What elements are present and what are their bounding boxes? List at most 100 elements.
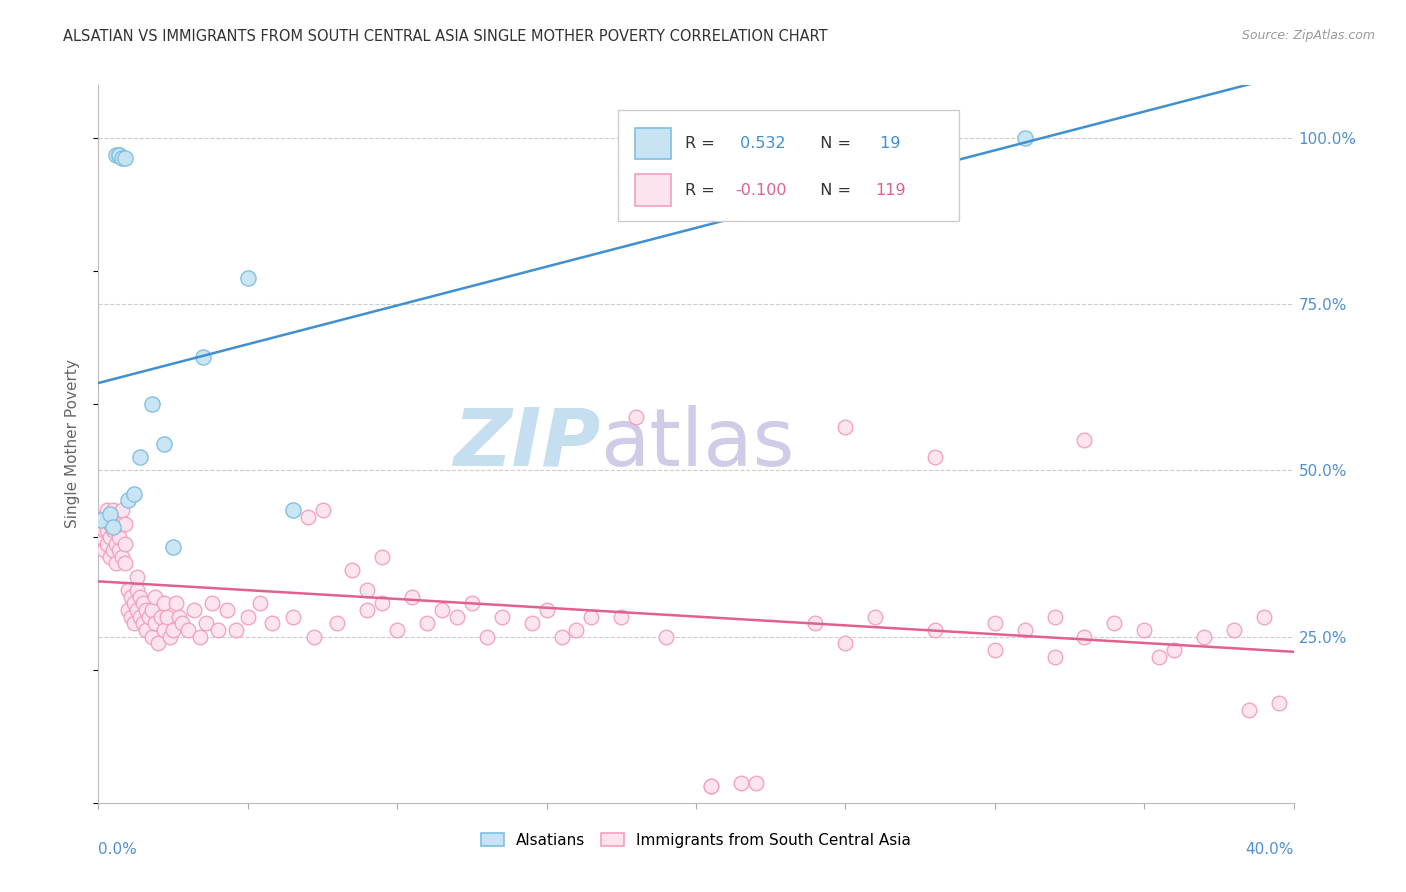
Text: N =: N = [810, 183, 856, 197]
Text: ZIP: ZIP [453, 405, 600, 483]
Point [124, 616, 146, 631]
Point [201, 596, 224, 610]
Point [114, 557, 136, 571]
Point [491, 609, 513, 624]
Point [98, 516, 122, 531]
Point [148, 636, 170, 650]
Point [108, 147, 131, 161]
Point [1014, 623, 1036, 637]
Point [167, 609, 190, 624]
Point [215, 603, 238, 617]
Point [461, 596, 484, 610]
Point [129, 590, 152, 604]
Point [143, 590, 166, 604]
Point [153, 437, 176, 451]
Point [655, 630, 678, 644]
Point [385, 623, 409, 637]
Point [865, 609, 887, 624]
Point [550, 630, 572, 644]
Point [430, 603, 453, 617]
Point [108, 543, 131, 558]
Point [302, 630, 325, 644]
Point [90, 530, 112, 544]
Point [132, 616, 155, 631]
Point [236, 609, 259, 624]
Point [90, 513, 112, 527]
Point [1147, 649, 1170, 664]
Point [1163, 643, 1185, 657]
Point [141, 397, 163, 411]
Point [138, 609, 160, 624]
Point [117, 603, 139, 617]
Point [207, 623, 229, 637]
Point [188, 630, 211, 644]
Point [108, 530, 131, 544]
Point [1223, 623, 1246, 637]
Point [371, 549, 394, 564]
Point [96, 503, 118, 517]
Point [191, 351, 214, 365]
Point [114, 151, 136, 165]
Text: atlas: atlas [600, 405, 794, 483]
Point [153, 623, 176, 637]
Point [143, 616, 166, 631]
Point [127, 603, 149, 617]
Point [475, 630, 498, 644]
Point [260, 616, 283, 631]
Point [111, 549, 134, 564]
Point [120, 590, 142, 604]
Point [98, 549, 122, 564]
Point [1043, 609, 1066, 624]
Text: ALSATIAN VS IMMIGRANTS FROM SOUTH CENTRAL ASIA SINGLE MOTHER POVERTY CORRELATION: ALSATIAN VS IMMIGRANTS FROM SOUTH CENTRA… [63, 29, 828, 44]
Bar [636, 128, 671, 159]
Point [834, 420, 856, 434]
Text: -0.100: -0.100 [735, 183, 787, 197]
Point [141, 630, 163, 644]
Point [700, 779, 723, 793]
Y-axis label: Single Mother Poverty: Single Mother Poverty [65, 359, 80, 528]
Point [700, 779, 723, 793]
Point [98, 507, 122, 521]
Bar [636, 175, 671, 205]
Text: 119: 119 [876, 183, 905, 197]
Point [1133, 623, 1156, 637]
Point [1192, 630, 1215, 644]
Point [117, 582, 139, 597]
Point [834, 636, 856, 650]
Legend: Alsatians, Immigrants from South Central Asia: Alsatians, Immigrants from South Central… [475, 827, 917, 854]
Point [111, 503, 134, 517]
Point [117, 493, 139, 508]
Point [103, 523, 125, 537]
Point [96, 536, 118, 550]
Point [924, 450, 946, 464]
Point [93, 523, 115, 537]
Text: 19: 19 [876, 136, 901, 151]
Point [342, 563, 364, 577]
Point [536, 603, 558, 617]
FancyBboxPatch shape [619, 110, 959, 221]
Point [520, 616, 543, 631]
Point [371, 596, 394, 610]
Point [225, 623, 247, 637]
Point [127, 570, 149, 584]
Point [159, 630, 181, 644]
Point [135, 623, 157, 637]
Point [281, 503, 304, 517]
Point [105, 147, 128, 161]
Point [93, 543, 115, 558]
Point [984, 643, 1007, 657]
Point [129, 450, 152, 464]
Point [162, 623, 184, 637]
Point [401, 590, 423, 604]
Point [114, 536, 136, 550]
Point [132, 596, 155, 610]
Point [124, 486, 146, 500]
Point [165, 596, 187, 610]
Point [162, 540, 184, 554]
Point [153, 596, 176, 610]
Point [297, 509, 319, 524]
Point [103, 503, 125, 517]
Point [1237, 703, 1260, 717]
Text: N =: N = [810, 136, 856, 151]
Text: Source: ZipAtlas.com: Source: ZipAtlas.com [1241, 29, 1375, 42]
